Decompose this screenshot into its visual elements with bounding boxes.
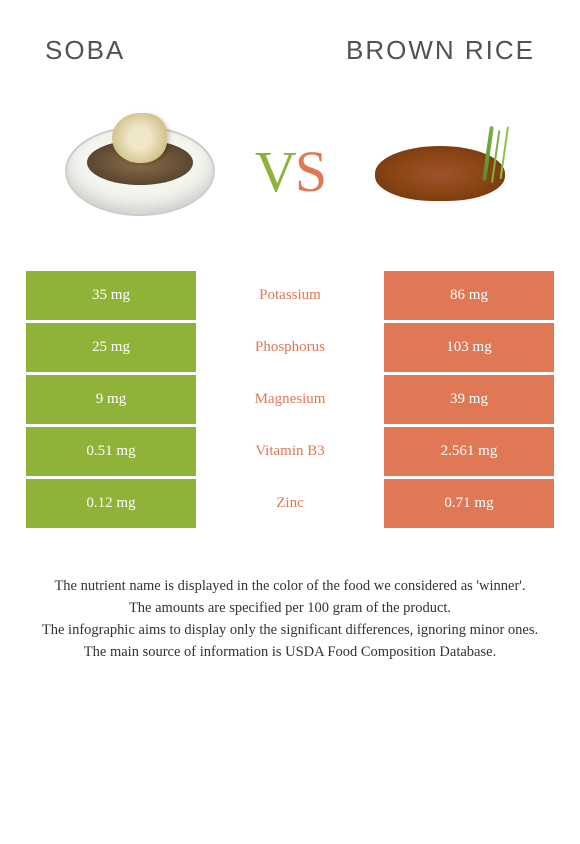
table-row: 9 mg Magnesium 39 mg <box>26 375 554 424</box>
vs-text: VS <box>255 138 325 205</box>
vs-v: V <box>255 139 295 204</box>
food-title-left: SOBA <box>45 35 125 66</box>
food-image-right <box>350 101 530 241</box>
table-row: 0.51 mg Vitamin B3 2.561 mg <box>26 427 554 476</box>
soba-bowl-illustration <box>65 126 215 216</box>
footer-line-4: The main source of information is USDA F… <box>26 642 554 663</box>
footer-line-3: The infographic aims to display only the… <box>26 620 554 641</box>
food-image-left <box>50 101 230 241</box>
table-row: 25 mg Phosphorus 103 mg <box>26 323 554 372</box>
cell-right-value: 2.561 mg <box>384 427 554 476</box>
cell-right-value: 103 mg <box>384 323 554 372</box>
header: SOBA BROWN RICE <box>0 0 580 86</box>
footer-text: The nutrient name is displayed in the co… <box>0 531 580 684</box>
footer-line-1: The nutrient name is displayed in the co… <box>26 576 554 597</box>
cell-nutrient-name: Magnesium <box>196 375 384 424</box>
cell-right-value: 86 mg <box>384 271 554 320</box>
cell-left-value: 25 mg <box>26 323 196 372</box>
cell-left-value: 35 mg <box>26 271 196 320</box>
cell-nutrient-name: Phosphorus <box>196 323 384 372</box>
brown-rice-illustration <box>365 131 515 211</box>
food-title-right: BROWN RICE <box>346 35 535 66</box>
cell-nutrient-name: Vitamin B3 <box>196 427 384 476</box>
cell-left-value: 0.51 mg <box>26 427 196 476</box>
vs-s: S <box>295 139 325 204</box>
footer-line-2: The amounts are specified per 100 gram o… <box>26 598 554 619</box>
cell-nutrient-name: Zinc <box>196 479 384 528</box>
cell-right-value: 39 mg <box>384 375 554 424</box>
cell-right-value: 0.71 mg <box>384 479 554 528</box>
table-row: 35 mg Potassium 86 mg <box>26 271 554 320</box>
images-row: VS <box>0 86 580 271</box>
table-row: 0.12 mg Zinc 0.71 mg <box>26 479 554 528</box>
cell-nutrient-name: Potassium <box>196 271 384 320</box>
vs-badge: VS <box>245 126 335 216</box>
cell-left-value: 0.12 mg <box>26 479 196 528</box>
cell-left-value: 9 mg <box>26 375 196 424</box>
nutrient-table: 35 mg Potassium 86 mg 25 mg Phosphorus 1… <box>0 271 580 528</box>
